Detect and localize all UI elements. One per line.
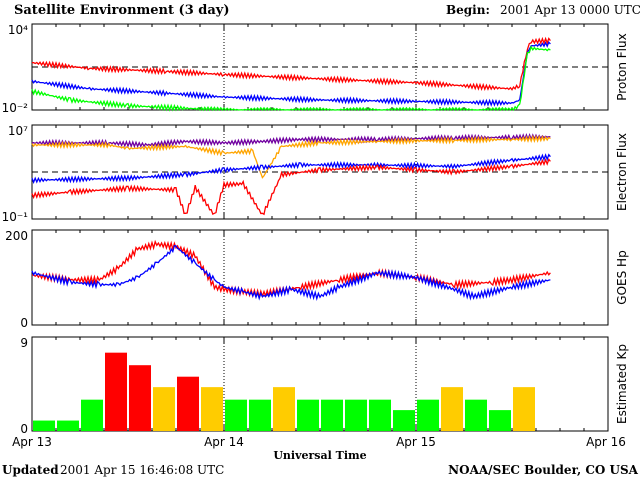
kp-bar: [129, 365, 151, 431]
kp-bar: [465, 399, 487, 431]
x-axis-title: Universal Time: [273, 449, 366, 462]
kp-bar: [81, 399, 103, 431]
series-line: [31, 36, 551, 92]
updated-label: Updated: [2, 463, 59, 477]
kp-bar: [489, 410, 511, 431]
x-axis: Apr 13 Apr 14 Apr 15 Apr 16 Universal Ti…: [12, 435, 626, 462]
kp-bar: [369, 399, 391, 431]
x-tick-label-apr16: Apr 16: [586, 435, 626, 449]
kp-bar: [249, 399, 271, 431]
kp-bar: [345, 399, 367, 431]
kp-bar: [321, 399, 343, 431]
panel-4: 9 0 Estimated Kp: [20, 336, 629, 436]
kp-bar: [57, 420, 79, 431]
x-tick-label-apr15: Apr 15: [396, 435, 436, 449]
kp-bar: [105, 352, 127, 431]
kp-bar: [153, 387, 175, 431]
series-line: [31, 45, 551, 112]
kp-bar: [297, 399, 319, 431]
y-tick-label-top: 10⁴: [8, 23, 28, 37]
x-tick-label-apr14: Apr 14: [204, 435, 244, 449]
panel-3: 200 0 GOES Hp: [5, 229, 629, 330]
kp-bar: [273, 387, 295, 431]
y-tick-label-bottom: 0: [20, 316, 28, 330]
y-tick-label-top: 200: [5, 229, 28, 243]
kp-bar: [201, 387, 223, 431]
kp-bar: [225, 399, 247, 431]
kp-bar: [513, 387, 535, 431]
kp-bar: [417, 399, 439, 431]
series-line: [31, 133, 551, 149]
y-axis-label: Estimated Kp: [615, 344, 629, 424]
y-tick-label-bottom: 10⁻²: [2, 101, 29, 115]
series-line: [31, 153, 551, 184]
panel-1: 10⁴ 10⁻² Proton Flux: [2, 23, 629, 115]
updated-value: 2001 Apr 15 16:46:08 UTC: [60, 463, 224, 477]
x-tick-label-apr13: Apr 13: [12, 435, 52, 449]
panels-group: 10⁴ 10⁻² Proton Flux 10⁷ 10⁻¹ Electron Flux 20…: [2, 23, 629, 436]
panel-2: 10⁷ 10⁻¹ Electron Flux: [2, 124, 629, 224]
y-axis-label: GOES Hp: [615, 250, 629, 304]
series-line: [31, 40, 551, 107]
begin-value: 2001 Apr 13 0000 UTC: [500, 3, 640, 17]
y-tick-label-bottom: 10⁻¹: [2, 210, 29, 224]
begin-label: Begin:: [446, 3, 490, 17]
y-axis-label: Proton Flux: [615, 33, 629, 100]
series-line: [31, 244, 551, 301]
panel-frame: [31, 229, 609, 326]
kp-bar: [393, 410, 415, 431]
kp-bar: [33, 420, 55, 431]
y-tick-label-top: 9: [20, 336, 28, 350]
y-axis-label: Electron Flux: [615, 133, 629, 211]
credit-text: NOAA/SEC Boulder, CO USA: [448, 463, 639, 477]
series-line: [31, 134, 551, 179]
series-line: [31, 239, 551, 300]
y-tick-label-bottom: 0: [20, 422, 28, 436]
y-tick-label-top: 10⁷: [8, 124, 28, 138]
kp-bar: [177, 376, 199, 431]
kp-bar: [441, 387, 463, 431]
series-line: [31, 158, 551, 216]
chart-title: Satellite Environment (3 day): [14, 3, 229, 18]
